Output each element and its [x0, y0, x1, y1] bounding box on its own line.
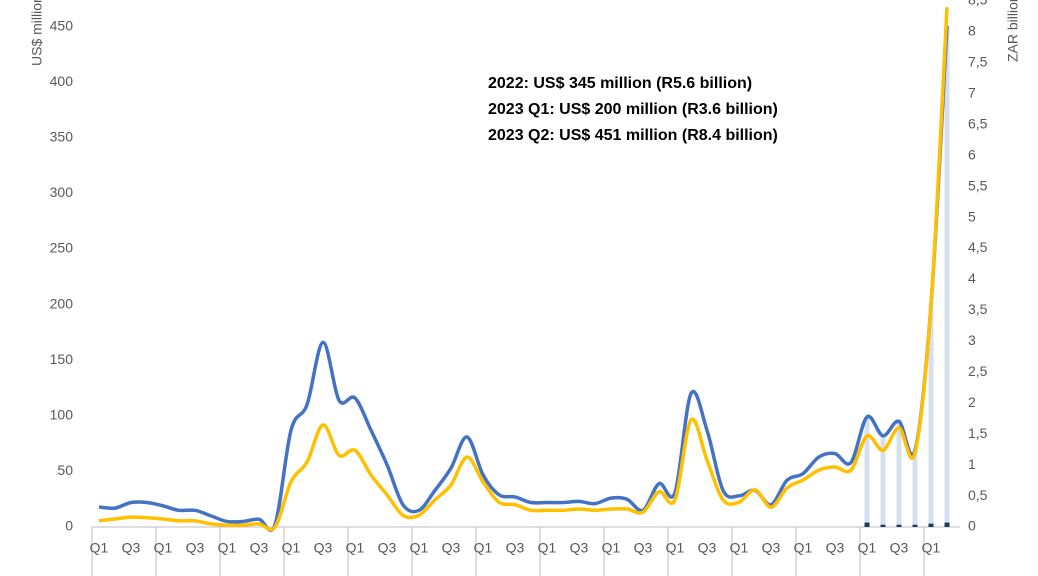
- x-tick-label: Q3: [250, 540, 269, 556]
- x-tick-label: Q1: [154, 540, 173, 556]
- x-tick-label: Q1: [346, 540, 365, 556]
- y2-tick-label: 3: [968, 332, 976, 348]
- x-tick-label: Q3: [506, 540, 525, 556]
- x-tick-label: Q1: [218, 540, 237, 556]
- x-tick-label: Q1: [730, 540, 749, 556]
- y2-tick-label: 6,5: [968, 115, 988, 131]
- y-tick-label: 400: [50, 73, 74, 89]
- x-tick-label: Q1: [666, 540, 685, 556]
- y2-tick-label: 4: [968, 270, 976, 286]
- x-tick-label: Q3: [186, 540, 205, 556]
- bar: [944, 25, 950, 527]
- x-tick-label: Q1: [90, 540, 109, 556]
- y2-tick-label: 7,5: [968, 54, 988, 70]
- line-series: [98, 7, 949, 532]
- y2-tick-label: 5: [968, 208, 976, 224]
- bar: [864, 522, 870, 527]
- x-tick-label: Q3: [762, 540, 781, 556]
- x-tick-label: Q1: [474, 540, 493, 556]
- y2-tick-label: 0: [968, 518, 976, 534]
- y-tick-label: 350: [50, 128, 74, 144]
- x-tick-label: Q1: [794, 540, 813, 556]
- x-tick-label: Q3: [314, 540, 333, 556]
- y-tick-label: 0: [65, 518, 73, 534]
- x-tick-label: Q1: [602, 540, 621, 556]
- bar: [912, 450, 918, 527]
- y-tick-label: 100: [50, 406, 74, 422]
- x-tick-label: Q3: [634, 540, 653, 556]
- y2-tick-label: 7: [968, 85, 976, 101]
- line-series: [98, 25, 949, 532]
- y-tick-label: 200: [50, 295, 74, 311]
- y2-tick-label: 6: [968, 146, 976, 162]
- y2-tick-label: 2: [968, 394, 976, 410]
- x-tick-label: Q1: [282, 540, 301, 556]
- x-tick-label: Q3: [122, 540, 141, 556]
- bar: [912, 524, 918, 527]
- y2-tick-label: 5,5: [968, 177, 988, 193]
- bar: [928, 523, 934, 527]
- bar: [944, 522, 950, 527]
- y-tick-label: 150: [50, 351, 74, 367]
- x-tick-label: Q1: [538, 540, 557, 556]
- y-tick-label: 250: [50, 240, 74, 256]
- y2-tick-label: 2,5: [968, 363, 988, 379]
- x-tick-label: Q3: [378, 540, 397, 556]
- y-tick-label: 450: [50, 17, 74, 33]
- x-tick-label: Q3: [698, 540, 717, 556]
- x-tick-label: Q3: [826, 540, 845, 556]
- y2-tick-label: 8: [968, 23, 976, 39]
- y2-tick-label: 3,5: [968, 301, 988, 317]
- x-tick-label: Q1: [858, 540, 877, 556]
- x-tick-label: Q3: [442, 540, 461, 556]
- bar: [880, 524, 886, 527]
- bar: [928, 304, 934, 527]
- y2-tick-label: 4,5: [968, 239, 988, 255]
- y2-tick-label: 0,5: [968, 487, 988, 503]
- y2-axis-title: ZAR billions: [1005, 0, 1021, 62]
- annotation: 2022: US$ 345 million (R5.6 billion): [488, 75, 752, 92]
- x-tick-label: Q3: [570, 540, 589, 556]
- bar: [896, 524, 902, 527]
- y2-tick-label: 1,5: [968, 425, 988, 441]
- bar: [880, 435, 886, 527]
- y-tick-label: 50: [57, 462, 73, 478]
- y2-tick-label: 1: [968, 456, 976, 472]
- x-tick-label: Q1: [410, 540, 429, 556]
- x-tick-label: Q1: [922, 540, 941, 556]
- y2-tick-label: 8,5: [968, 0, 988, 8]
- bar: [896, 421, 902, 527]
- y-axis-title: US$ millions: [29, 0, 45, 66]
- x-tick-label: Q3: [890, 540, 909, 556]
- annotation: 2023 Q2: US$ 451 million (R8.4 billion): [488, 127, 778, 144]
- annotation: 2023 Q1: US$ 200 million (R3.6 billion): [488, 101, 778, 118]
- bar: [864, 416, 870, 527]
- y-tick-label: 300: [50, 184, 74, 200]
